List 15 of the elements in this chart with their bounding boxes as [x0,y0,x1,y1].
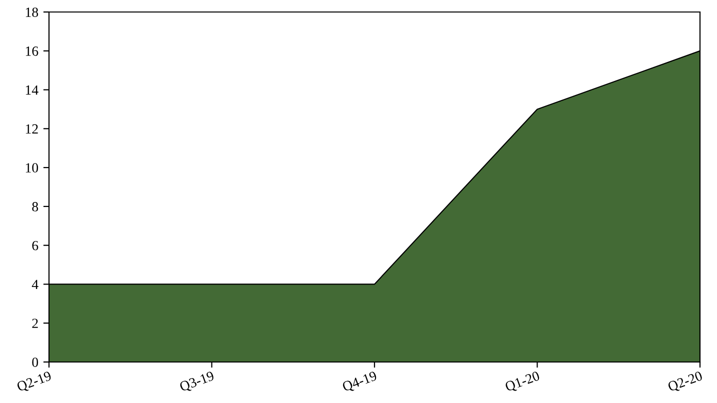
y-tick-label: 18 [26,8,38,17]
y-tick-label: 16 [26,46,38,56]
y-tick-label: 10 [26,163,38,173]
y-tick-label: 4 [32,280,38,290]
y-tick-label: 14 [26,85,38,95]
x-tick-label: Q4-19 [342,370,378,394]
x-tick-label: Q2-19 [16,370,53,394]
x-tick-label: Q2-20 [667,370,704,394]
y-tick-label: 8 [32,202,38,212]
y-tick-label: 6 [32,240,38,250]
y-tick-label: 0 [32,358,38,367]
y-tick-label: 12 [26,124,38,134]
x-tick-label: Q3-19 [179,370,216,394]
y-tick-label: 2 [32,318,38,328]
x-tick-label: Q1-20 [504,370,541,394]
